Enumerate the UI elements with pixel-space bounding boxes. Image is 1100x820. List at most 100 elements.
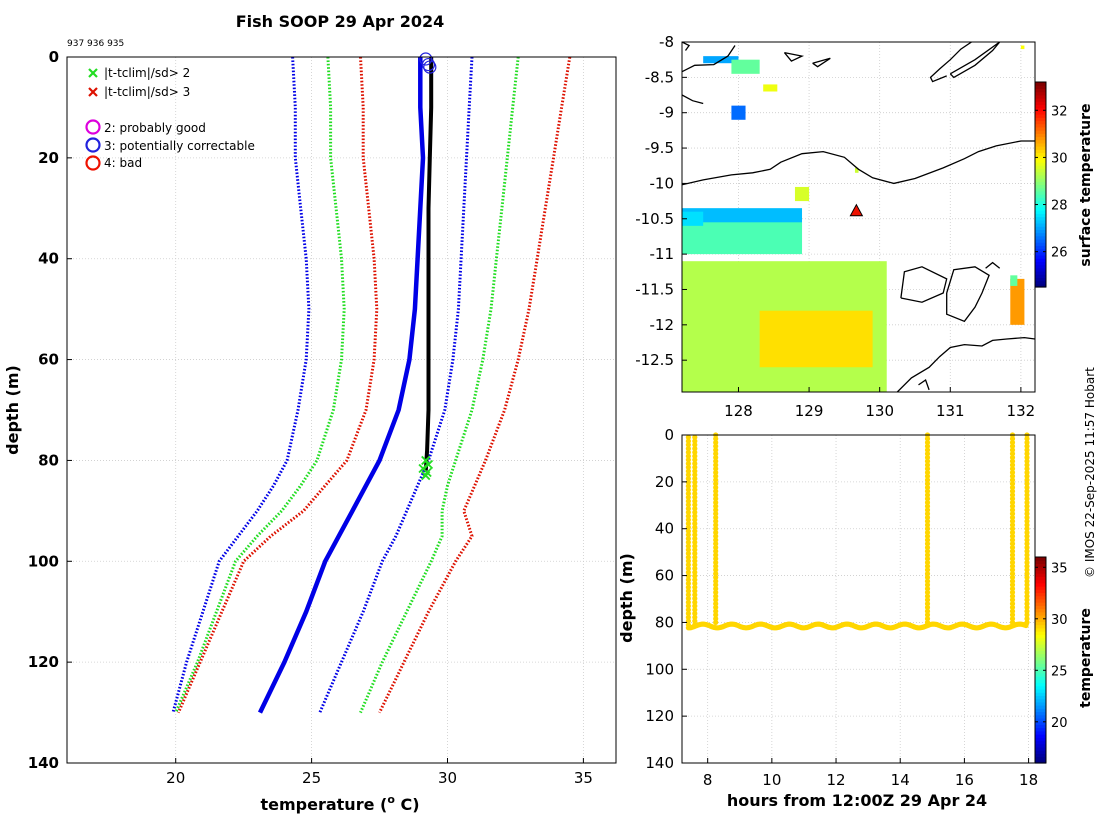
profile-ytick-label: 80 xyxy=(38,451,59,469)
scatter-point xyxy=(1009,443,1016,449)
scatter-point xyxy=(1009,451,1016,457)
scatter-point xyxy=(1009,593,1016,599)
xlabel-unit: C) xyxy=(395,795,420,814)
scatter-point xyxy=(692,461,698,467)
map-coastlines xyxy=(682,42,1035,392)
scatter-point xyxy=(713,567,719,573)
colorbar-segment xyxy=(1035,682,1046,687)
time-xtick-label: 14 xyxy=(891,771,910,789)
profile-ytick-label: 120 xyxy=(28,653,59,671)
scatter-point xyxy=(692,547,698,553)
scatter-point xyxy=(1024,454,1030,461)
time-xtick-label: 10 xyxy=(762,771,781,789)
scatter-point xyxy=(713,454,719,461)
scatter-point xyxy=(1024,619,1030,626)
coastline xyxy=(900,266,948,303)
coastline xyxy=(682,45,736,73)
colorbar-segment xyxy=(1035,261,1046,266)
scatter-point xyxy=(924,544,931,551)
coastline xyxy=(682,140,1035,186)
profile-legend: |t-tclim|/sd> 2 |t-tclim|/sd> 3 2: proba… xyxy=(85,66,255,171)
colorbar-tick-label: 20 xyxy=(1051,716,1068,731)
scatter-point xyxy=(685,562,692,568)
scatter-point xyxy=(1009,582,1016,588)
scatter-point xyxy=(924,567,931,573)
scatter-point xyxy=(1024,552,1030,558)
profile-ytick-label: 140 xyxy=(28,754,59,772)
scatter-point xyxy=(1009,533,1016,539)
scatter-point xyxy=(692,536,698,542)
scatter-point xyxy=(924,597,931,603)
sst-patch xyxy=(1010,275,1018,286)
scatter-point xyxy=(924,541,931,547)
scatter-point xyxy=(713,601,719,607)
scatter-point xyxy=(1024,496,1030,502)
colorbar-tick-label: 30 xyxy=(1051,151,1068,166)
profile-ytick-label: 20 xyxy=(38,149,59,167)
colorbar-segment xyxy=(1035,560,1046,565)
scatter-point xyxy=(685,547,692,553)
colorbar-segment xyxy=(1035,283,1046,288)
colorbar-segment xyxy=(1035,643,1046,648)
scatter-point xyxy=(713,589,719,596)
scatter-point xyxy=(685,498,692,504)
colorbar-segment xyxy=(1035,200,1046,205)
scatter-point xyxy=(685,588,692,594)
scatter-point xyxy=(1024,601,1030,607)
scatter-point xyxy=(1024,582,1030,588)
scatter-point xyxy=(924,529,931,536)
time-ytick-label: 120 xyxy=(645,707,674,725)
colorbar-segment xyxy=(1035,656,1046,661)
time-grid xyxy=(682,434,1035,764)
series-clim-1sd xyxy=(318,56,474,714)
scatter-point xyxy=(1024,447,1030,453)
scatter-point xyxy=(692,595,698,602)
scatter-point xyxy=(924,436,931,442)
sst-patch xyxy=(1010,278,1025,325)
colorbar-segment xyxy=(1035,258,1046,262)
scatter-point xyxy=(685,573,692,579)
scatter-point xyxy=(713,552,719,558)
scatter-point xyxy=(1009,548,1016,554)
colorbar-segment xyxy=(1035,178,1046,182)
scatter-point xyxy=(1009,522,1016,528)
scatter-point xyxy=(924,619,931,626)
colorbar-segment xyxy=(1035,721,1046,725)
legend-flag4-label: 4: bad xyxy=(104,156,142,170)
scatter-point xyxy=(924,604,931,611)
scatter-point xyxy=(1009,488,1016,494)
scatter-point xyxy=(924,563,931,569)
scatter-point xyxy=(685,532,692,538)
scatter-point xyxy=(924,496,931,502)
colorbar-segment xyxy=(1035,672,1046,677)
time-ticks: 8 10 12 14 16 18 0 20 40 60 80 100 120 140 xyxy=(645,426,1038,789)
scatter-point xyxy=(1009,578,1016,584)
coastline xyxy=(682,42,691,51)
scatter-point xyxy=(692,543,698,549)
scatter-point xyxy=(713,537,719,543)
scatter-point xyxy=(713,608,719,614)
scatter-point xyxy=(685,584,692,590)
colorbar-segment xyxy=(1035,219,1046,224)
time-ytick-label: 40 xyxy=(655,520,674,538)
scatter-point xyxy=(685,550,692,557)
colorbar-segment xyxy=(1035,110,1046,115)
colorbar-segment xyxy=(1035,737,1046,742)
scatter-point xyxy=(685,603,692,609)
colorbar-tick-label: 35 xyxy=(1051,561,1068,576)
scatter-point xyxy=(713,526,719,532)
scatter-point xyxy=(924,454,931,461)
sst-patch xyxy=(794,186,810,202)
coastline xyxy=(783,51,805,62)
colorbar-segment xyxy=(1035,582,1046,587)
colorbar-segment xyxy=(1035,139,1046,144)
colorbar-segment xyxy=(1035,267,1046,272)
scatter-point xyxy=(685,569,692,575)
colorbar-segment xyxy=(1035,660,1046,664)
profile-ytick-label: 100 xyxy=(28,552,59,570)
scatter-point xyxy=(685,491,692,497)
scatter-point xyxy=(713,481,719,487)
profile-series xyxy=(171,56,572,714)
colorbar-segment xyxy=(1035,756,1046,761)
